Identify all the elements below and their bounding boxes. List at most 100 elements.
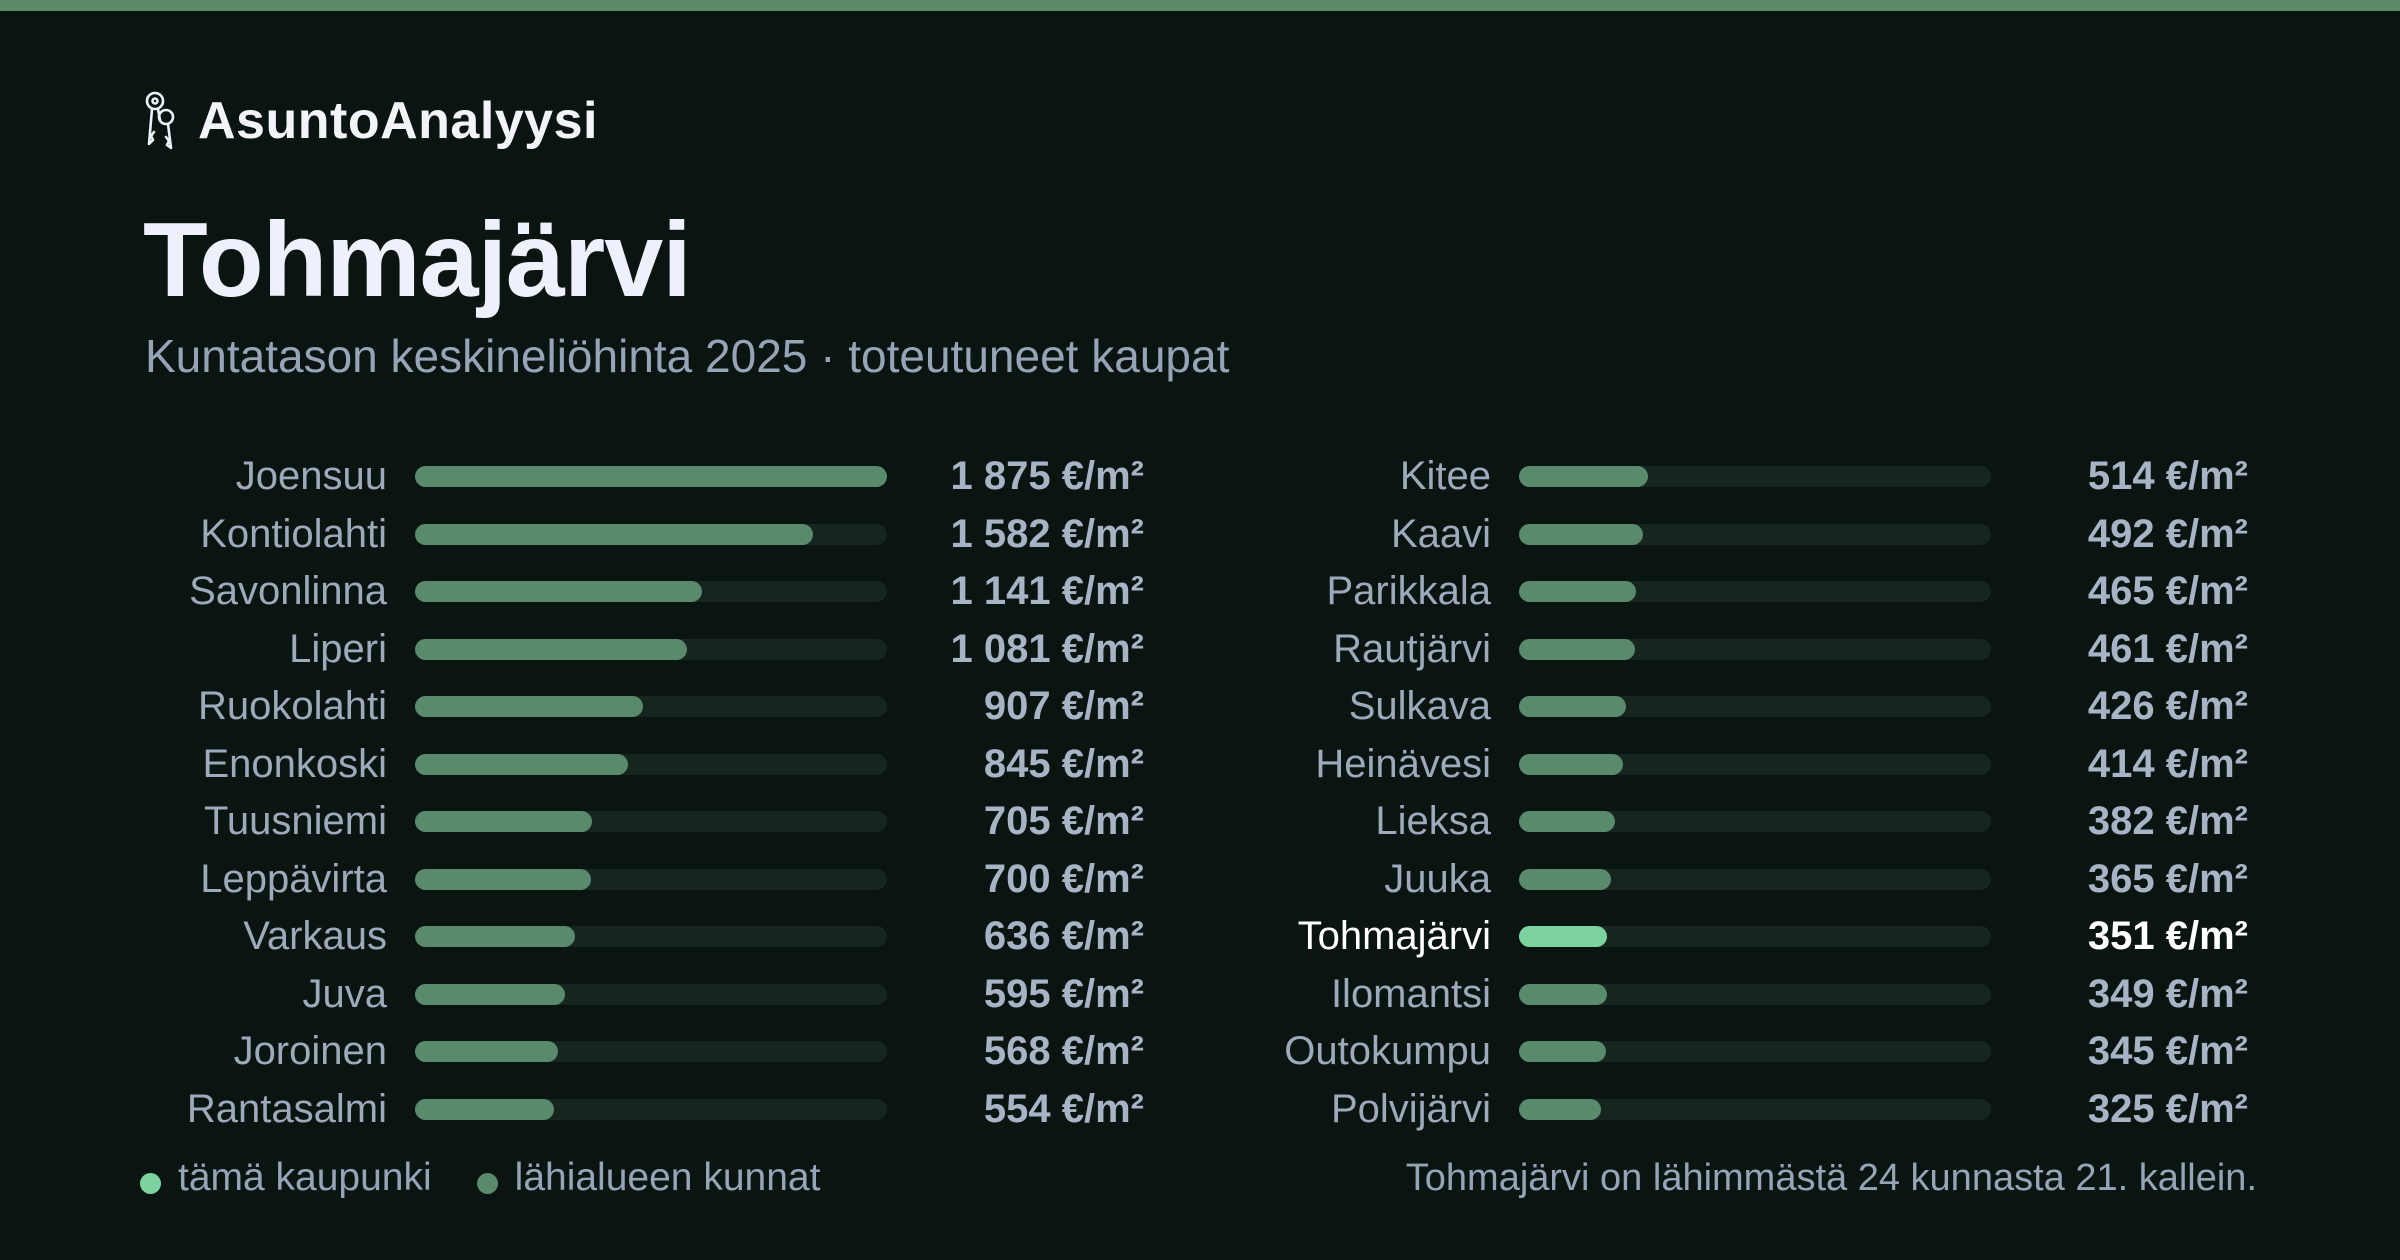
- bar-label: Juuka: [1384, 856, 1491, 901]
- bar-row: Lieksa 382 €/m²: [1244, 793, 2248, 851]
- bar-row: Rantasalmi 554 €/m²: [140, 1081, 1144, 1139]
- legend-item-nearby: lähialueen kunnat: [476, 1156, 821, 1200]
- bar-fill: [415, 926, 576, 947]
- bar-track: [415, 638, 887, 660]
- bar-fill: [415, 638, 688, 660]
- ranking-footnote: Tohmajärvi on lähimmästä 24 kunnasta 21.…: [1405, 1157, 2257, 1199]
- bar-track: [415, 868, 887, 890]
- bar-row: Kontiolahti 1 582 €/m²: [140, 506, 1144, 564]
- bar-row: Leppävirta 700 €/m²: [140, 851, 1144, 909]
- bar-fill: [1519, 581, 1637, 602]
- bar-label: Lieksa: [1375, 799, 1491, 843]
- bar-label: Joroinen: [233, 1029, 387, 1073]
- page-title: Tohmajärvi: [143, 201, 692, 319]
- bar-fill: [415, 466, 887, 487]
- bar-fill: [1519, 753, 1624, 775]
- bar-label: Ruokolahti: [197, 684, 387, 728]
- bar-value-label: 414 €/m²: [2087, 741, 2248, 786]
- bar-fill: [1519, 983, 1607, 1005]
- bar-row: Liperi 1 081 €/m²: [140, 621, 1144, 679]
- brand: AsuntoAnalyysi: [140, 88, 598, 154]
- bar-value-label: 465 €/m²: [2087, 569, 2248, 613]
- bar-track: [1519, 638, 1991, 660]
- bar-row: Joensuu 1 875 €/m²: [140, 448, 1144, 506]
- bar-track: [415, 523, 887, 545]
- brand-name: AsuntoAnalyysi: [198, 92, 598, 150]
- keys-icon: [140, 90, 180, 152]
- bar-fill: [415, 868, 592, 890]
- bar-row: Polvijärvi 325 €/m²: [1244, 1081, 2248, 1139]
- bar-track: [1519, 983, 1991, 1005]
- bar-fill: [1519, 466, 1649, 487]
- bar-label: Parikkala: [1326, 569, 1491, 613]
- bar-value-label: 700 €/m²: [983, 856, 1144, 901]
- bar-value-label: 461 €/m²: [2087, 626, 2248, 671]
- bar-row: Juuka 365 €/m²: [1244, 851, 2248, 909]
- legend-label-nearby: lähialueen kunnat: [514, 1156, 821, 1199]
- bar-row: Ilomantsi 349 €/m²: [1244, 966, 2248, 1024]
- bar-track: [415, 466, 887, 487]
- bar-label: Liperi: [289, 626, 387, 671]
- bar-value-label: 568 €/m²: [983, 1029, 1144, 1073]
- bar-label: Joensuu: [235, 454, 387, 498]
- bar-row: Savonlinna 1 141 €/m²: [140, 563, 1144, 621]
- bar-track: [1519, 696, 1991, 717]
- bar-track: [1519, 1098, 1991, 1120]
- bar-value-label: 636 €/m²: [983, 914, 1144, 958]
- bar-fill: [1519, 1041, 1606, 1062]
- bar-row: Sulkava 426 €/m²: [1244, 678, 2248, 736]
- legend: tämä kaupunki lähialueen kunnat: [140, 1150, 865, 1206]
- bar-track: [1519, 1041, 1991, 1062]
- bar-label: Tuusniemi: [203, 799, 387, 843]
- bar-value-label: 554 €/m²: [983, 1086, 1144, 1131]
- bar-fill: [415, 696, 644, 717]
- bar-value-label: 492 €/m²: [2087, 511, 2248, 556]
- bar-track: [415, 696, 887, 717]
- bar-fill: [415, 983, 565, 1005]
- bar-track: [1519, 581, 1991, 602]
- bar-track: [1519, 753, 1991, 775]
- bar-value-label: 845 €/m²: [983, 741, 1144, 786]
- bar-value-label: 365 €/m²: [2087, 856, 2248, 901]
- bar-fill: [1519, 926, 1608, 947]
- bar-fill: [1519, 868, 1611, 890]
- bar-fill: [1519, 696, 1627, 717]
- bar-fill: [1519, 811, 1616, 832]
- bar-label: Tohmajärvi: [1297, 914, 1491, 958]
- bar-fill: [415, 1098, 555, 1120]
- bar-value-label: 1 081 €/m²: [950, 626, 1144, 671]
- bar-value-label: 349 €/m²: [2087, 971, 2248, 1016]
- bar-track: [1519, 926, 1991, 947]
- bar-label: Rantasalmi: [186, 1086, 387, 1131]
- bar-value-label: 907 €/m²: [983, 684, 1144, 728]
- bar-track: [1519, 523, 1991, 545]
- bar-row: Parikkala 465 €/m²: [1244, 563, 2248, 621]
- bar-label: Savonlinna: [189, 569, 387, 613]
- bar-track: [415, 1098, 887, 1120]
- bar-value-label: 1 582 €/m²: [950, 511, 1144, 556]
- bar-row: Joroinen 568 €/m²: [140, 1023, 1144, 1081]
- bar-fill: [415, 1041, 558, 1062]
- bar-row: Kitee 514 €/m²: [1244, 448, 2248, 506]
- legend-label-this-city: tämä kaupunki: [178, 1156, 432, 1199]
- bar-value-label: 595 €/m²: [983, 971, 1144, 1016]
- legend-dot-nearby: [476, 1172, 498, 1194]
- bar-track: [415, 983, 887, 1005]
- bar-label: Polvijärvi: [1330, 1086, 1491, 1131]
- bar-fill: [415, 581, 703, 602]
- bar-value-label: 325 €/m²: [2087, 1086, 2248, 1131]
- bar-value-label: 1 875 €/m²: [950, 454, 1144, 498]
- bar-fill: [1519, 638, 1636, 660]
- bar-row: Enonkoski 845 €/m²: [140, 736, 1144, 794]
- bar-label: Kaavi: [1390, 511, 1491, 556]
- bar-row-highlight: Tohmajärvi 351 €/m²: [1244, 908, 2248, 966]
- bar-fill: [1519, 523, 1643, 545]
- bar-track: [415, 1041, 887, 1062]
- bar-fill: [415, 753, 628, 775]
- bar-track: [1519, 811, 1991, 832]
- bar-row: Tuusniemi 705 €/m²: [140, 793, 1144, 851]
- bar-row: Outokumpu 345 €/m²: [1244, 1023, 2248, 1081]
- legend-item-this-city: tämä kaupunki: [140, 1156, 432, 1200]
- bar-track: [415, 581, 887, 602]
- bar-track: [1519, 466, 1991, 487]
